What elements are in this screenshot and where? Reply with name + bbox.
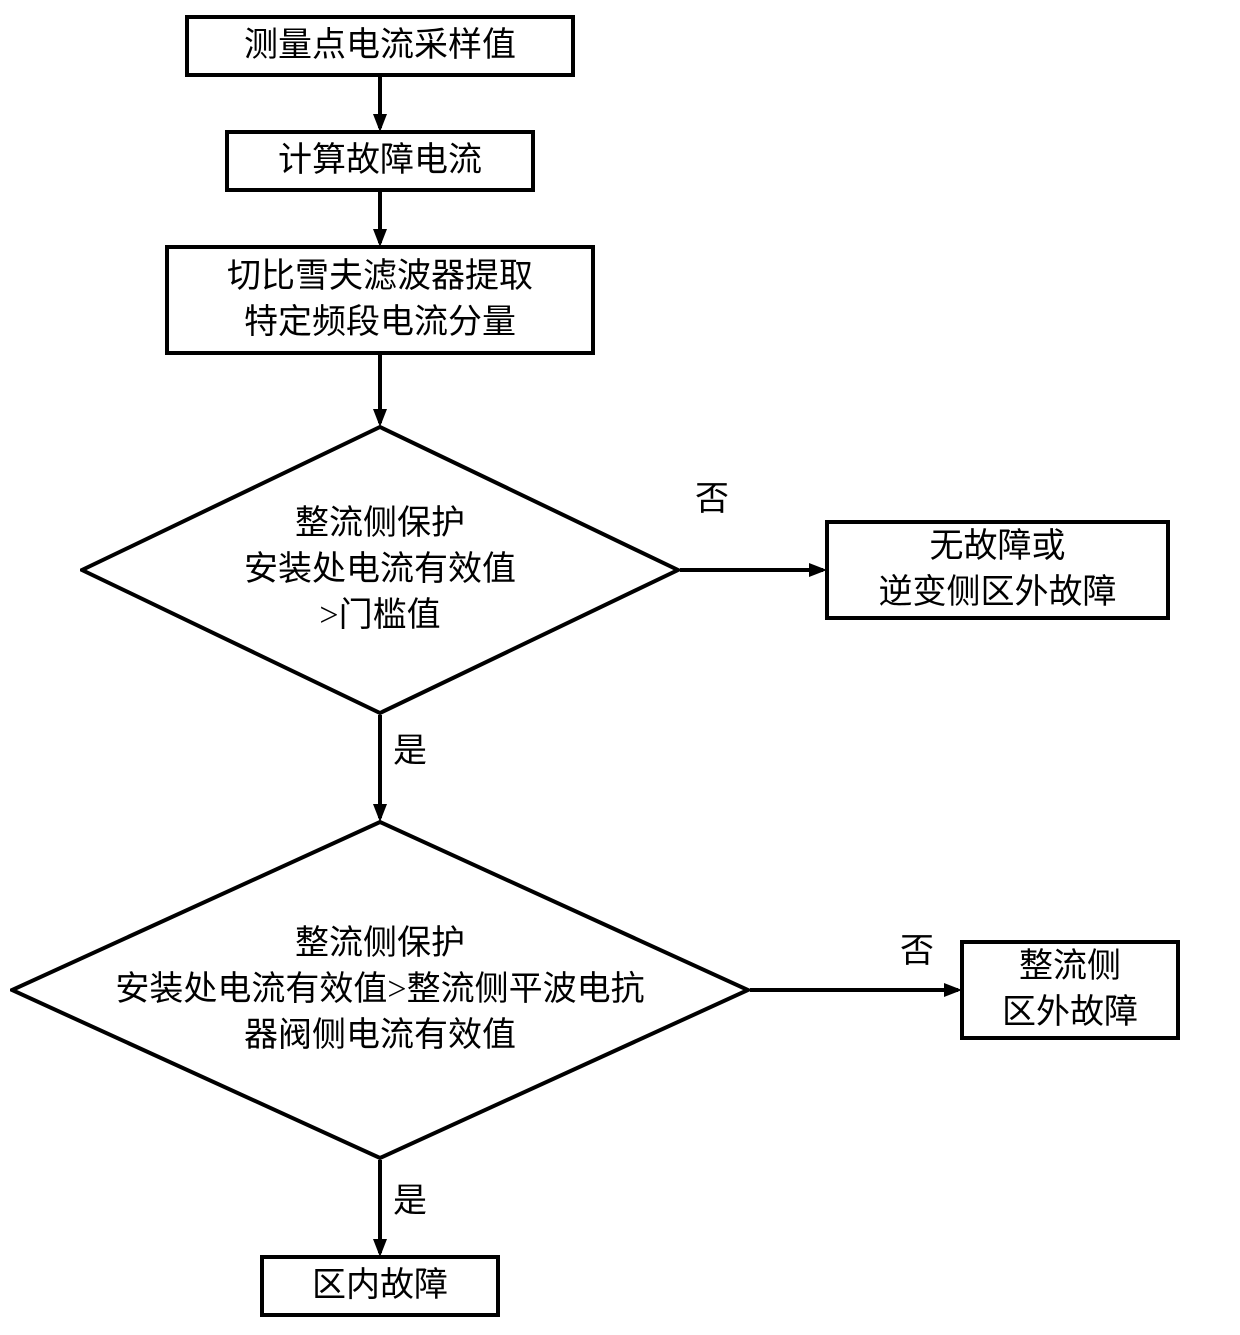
box-label: 计算故障电流 bbox=[278, 138, 482, 184]
label-yes-1: 是 bbox=[393, 735, 427, 769]
decision-diamond-compare: 整流侧保护安装处电流有效值>整流侧平波电抗器阀侧电流有效值 bbox=[10, 820, 750, 1160]
process-box-filter: 切比雪夫滤波器提取特定频段电流分量 bbox=[165, 245, 595, 355]
box-label: 区内故障 bbox=[312, 1263, 448, 1309]
label-no-1: 否 bbox=[695, 483, 729, 517]
result-box-nofault: 无故障或逆变侧区外故障 bbox=[825, 520, 1170, 620]
result-box-internal: 区内故障 bbox=[260, 1255, 500, 1317]
process-box-calc: 计算故障电流 bbox=[225, 130, 535, 192]
flowchart-container: 测量点电流采样值 计算故障电流 切比雪夫滤波器提取特定频段电流分量 无故障或逆变… bbox=[0, 0, 1240, 1335]
box-label: 无故障或逆变侧区外故障 bbox=[879, 524, 1117, 616]
box-label: 整流侧区外故障 bbox=[1002, 944, 1138, 1036]
result-box-rectifier-external: 整流侧区外故障 bbox=[960, 940, 1180, 1040]
box-label: 测量点电流采样值 bbox=[244, 23, 516, 69]
box-label: 切比雪夫滤波器提取特定频段电流分量 bbox=[227, 254, 533, 346]
label-yes-2: 是 bbox=[393, 1185, 427, 1219]
process-box-sample: 测量点电流采样值 bbox=[185, 15, 575, 77]
decision-diamond-threshold: 整流侧保护安装处电流有效值>门槛值 bbox=[80, 425, 680, 715]
label-no-2: 否 bbox=[900, 935, 934, 969]
